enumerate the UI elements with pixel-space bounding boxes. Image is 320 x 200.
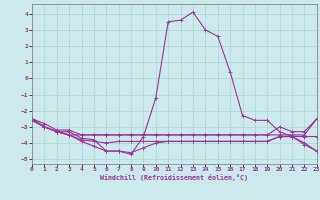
X-axis label: Windchill (Refroidissement éolien,°C): Windchill (Refroidissement éolien,°C) bbox=[100, 174, 248, 181]
